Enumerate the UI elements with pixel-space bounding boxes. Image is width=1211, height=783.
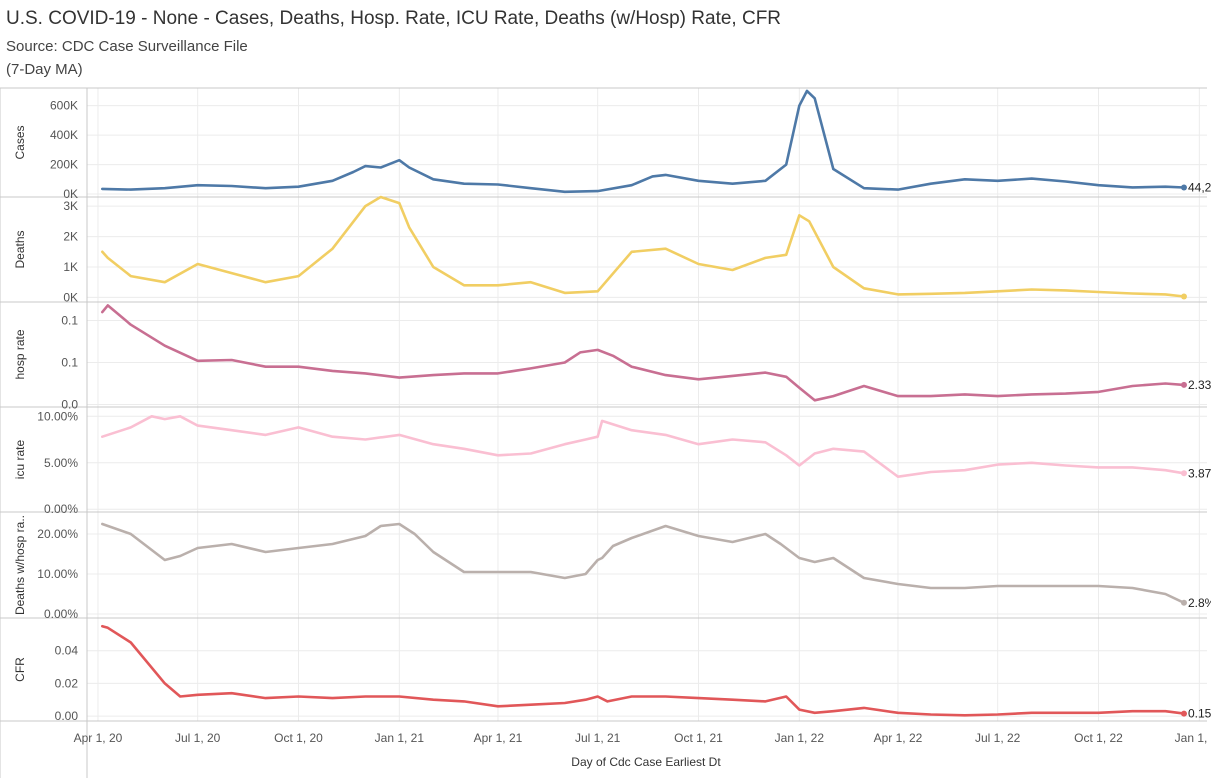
cases-y-tick-2: 400K <box>50 128 78 142</box>
chart-subtitle-ma: (7-Day MA) <box>6 61 83 78</box>
x-tick-8: Apr 1, 22 <box>874 731 923 745</box>
hosp_rate-y-tick-2: 0.1 <box>61 313 78 327</box>
deaths_w_hosp_rate-end-label: 2.8% <box>1188 596 1211 610</box>
icu_rate-end-label: 3.87% <box>1188 466 1211 480</box>
x-tick-9: Jul 1, 22 <box>975 731 1021 745</box>
cfr-y-tick-1: 0.02 <box>55 676 79 690</box>
panel-separators <box>0 87 1207 778</box>
deaths_w_hosp_rate-y-tick-2: 20.00% <box>37 527 78 541</box>
cases-y-axis-label: Cases <box>13 125 27 159</box>
x-tick-7: Jan 1, 22 <box>775 731 825 745</box>
cases-y-tick-3: 600K <box>50 99 78 113</box>
grid-layer <box>87 88 1207 721</box>
cfr-y-axis-label: CFR <box>13 657 27 682</box>
x-tick-5: Jul 1, 21 <box>575 731 621 745</box>
hosp_rate-end-marker <box>1180 381 1187 388</box>
x-tick-2: Oct 1, 20 <box>274 731 323 745</box>
deaths_w_hosp_rate-y-tick-1: 10.00% <box>37 567 78 581</box>
cases-end-label: 44,292 <box>1188 181 1211 195</box>
icu_rate-y-tick-0: 0.00% <box>44 502 78 516</box>
x-tick-1: Jul 1, 20 <box>175 731 221 745</box>
deaths-y-tick-2: 2K <box>63 230 78 244</box>
x-tick-0: Apr 1, 20 <box>74 731 123 745</box>
cfr-y-tick-2: 0.04 <box>55 644 79 658</box>
cases-end-marker <box>1180 184 1187 191</box>
series-layer <box>101 89 1187 717</box>
chart-title: U.S. COVID-19 - None - Cases, Deaths, Ho… <box>6 8 782 29</box>
x-tick-11: Jan 1, 23 <box>1175 731 1211 745</box>
icu_rate-series-line <box>101 415 1186 478</box>
deaths_w_hosp_rate-y-axis-label: Deaths w/hosp ra.. <box>13 515 27 615</box>
deaths-end-marker <box>1180 293 1187 300</box>
x-tick-10: Oct 1, 22 <box>1074 731 1123 745</box>
deaths-y-axis-label: Deaths <box>13 230 27 268</box>
deaths-series-line <box>101 195 1186 298</box>
deaths-y-tick-3: 3K <box>63 199 78 213</box>
deaths_w_hosp_rate-series-line <box>101 522 1186 605</box>
deaths-y-tick-1: 1K <box>63 260 78 274</box>
cases-y-tick-0: 0K <box>63 187 78 201</box>
cfr-end-marker <box>1180 710 1187 717</box>
x-tick-4: Apr 1, 21 <box>474 731 523 745</box>
cfr-series-line <box>101 624 1186 717</box>
cfr-y-tick-0: 0.00 <box>55 709 79 723</box>
icu_rate-y-axis-label: icu rate <box>13 440 27 480</box>
deaths-y-tick-0: 0K <box>63 290 78 304</box>
hosp_rate-y-tick-0: 0.0 <box>61 397 78 411</box>
deaths_w_hosp_rate-y-tick-0: 0.00% <box>44 607 78 621</box>
cfr-end-label: 0.15% <box>1188 707 1211 721</box>
x-axis-label: Day of Cdc Case Earliest Dt <box>571 755 721 769</box>
hosp_rate-y-axis-label: hosp rate <box>13 329 27 379</box>
icu_rate-end-marker <box>1180 470 1187 477</box>
x-tick-3: Jan 1, 21 <box>375 731 425 745</box>
deaths_w_hosp_rate-end-marker <box>1180 599 1187 606</box>
cases-y-tick-1: 200K <box>50 158 78 172</box>
hosp_rate-end-label: 2.33% <box>1188 378 1211 392</box>
icu_rate-y-tick-1: 5.00% <box>44 456 78 470</box>
hosp_rate-series-line <box>101 304 1186 402</box>
label-layer: 0K 200K 400K 600K Cases 44,292 0K 1K 2K 3K Deaths 0… <box>13 99 1211 769</box>
hosp_rate-y-tick-1: 0.1 <box>61 355 78 369</box>
chart-subtitle-source: Source: CDC Case Surveillance File <box>6 38 248 55</box>
cases-series-line <box>101 89 1186 194</box>
icu_rate-y-tick-2: 10.00% <box>37 409 78 423</box>
x-tick-6: Oct 1, 21 <box>674 731 723 745</box>
